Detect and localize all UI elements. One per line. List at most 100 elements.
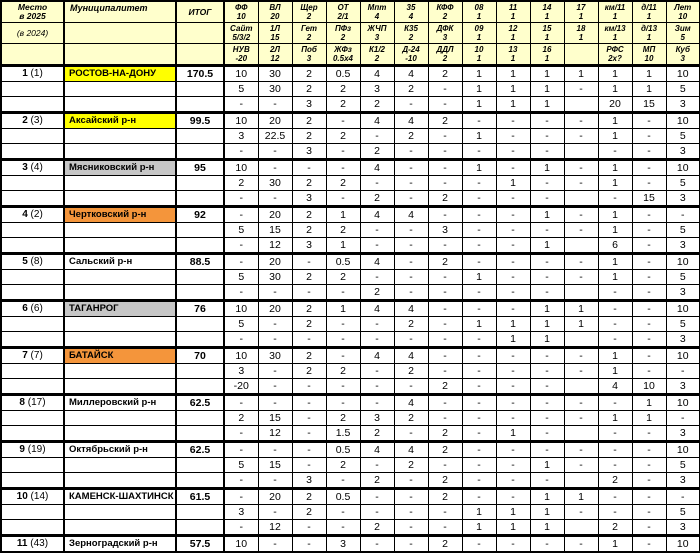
value-cell: 2 [359, 284, 395, 301]
total-cell [175, 143, 225, 160]
total-cell [175, 128, 225, 144]
header-label: 1 [476, 33, 482, 42]
score-column-header: 14 1 [529, 0, 565, 23]
value-cell: - [597, 425, 633, 442]
place-cell [0, 81, 65, 97]
value-cell: - [461, 205, 497, 223]
value-cell: 2 [427, 472, 463, 489]
value-cell: 1 [495, 64, 531, 82]
value-cell: 10 [665, 393, 700, 411]
score-column-header: Зим 5 [665, 22, 700, 44]
header-label: Сайт [230, 24, 253, 33]
value-cell: - [291, 284, 327, 301]
value-cell: 1 [495, 331, 531, 348]
header-label: К35 [404, 24, 418, 33]
value-cell: 4 [359, 64, 395, 82]
header-label: 4 [374, 12, 380, 21]
value-cell: - [631, 457, 667, 473]
value-cell: - [529, 143, 565, 160]
header-label: ВЛ [269, 3, 281, 12]
value-cell: 22.5 [257, 128, 293, 144]
total-cell [175, 363, 225, 379]
value-cell: 2 [359, 190, 395, 207]
municipality-cell [63, 504, 177, 520]
value-cell: - [257, 190, 293, 207]
value-cell: 1 [461, 81, 497, 97]
place-previous: (14) [30, 491, 49, 503]
total-cell [175, 269, 225, 285]
value-cell: 1 [597, 64, 633, 82]
place-cell [0, 363, 65, 379]
value-cell [563, 331, 599, 348]
score-column-header: 17 1 [563, 0, 599, 23]
header-label: 16 [542, 45, 552, 54]
value-cell: 5 [223, 457, 259, 473]
value-cell: 2 [359, 96, 395, 113]
value-cell: 1 [597, 158, 633, 176]
value-cell: 20 [257, 487, 293, 505]
value-cell: 2 [325, 222, 361, 238]
value-cell: - [563, 111, 599, 129]
value-cell: - [529, 534, 565, 553]
value-cell: 1 [529, 316, 565, 332]
value-cell: - [631, 284, 667, 301]
value-cell: 1 [529, 457, 565, 473]
value-cell: 2 [359, 519, 395, 536]
table-row: 8 (17) Миллеровский р-н 62.5- - - - -4- - - - - -1 1… [0, 393, 700, 411]
place-cell [0, 316, 65, 332]
place-cell [0, 190, 65, 207]
value-cell: - [427, 519, 463, 536]
value-cell: - [461, 440, 497, 458]
header-label: 15 [542, 24, 552, 33]
table-row: 2 15-2 3 2- - - - -1 1- [0, 410, 700, 426]
total-cell: 88.5 [175, 252, 225, 270]
score-column-header: МП 10 [631, 43, 667, 67]
place-cell: 4 (2) [0, 205, 65, 223]
value-cell: 5 [665, 222, 700, 238]
total-cell [175, 472, 225, 489]
place-cell [0, 175, 65, 191]
score-column-header: К1/2 2 [359, 43, 395, 67]
place-cell [0, 128, 65, 144]
value-cell: - [665, 363, 700, 379]
value-cell: - [495, 269, 531, 285]
value-cell: - [461, 346, 497, 364]
value-cell: - [529, 284, 565, 301]
place-cell [0, 222, 65, 238]
value-cell: - [495, 252, 531, 270]
total-cell [175, 519, 225, 536]
value-cell: - [461, 472, 497, 489]
total-cell [175, 222, 225, 238]
header-label: 14 [542, 3, 552, 12]
value-cell: - [461, 487, 497, 505]
value-cell: - [359, 175, 395, 191]
total-cell: 61.5 [175, 487, 225, 505]
value-cell: 15 [257, 410, 293, 426]
value-cell: - [563, 269, 599, 285]
value-cell: - [563, 81, 599, 97]
value-cell: - [597, 190, 633, 207]
header-label: 09 [474, 24, 484, 33]
place-previous: (7) [30, 350, 43, 362]
value-cell: 1 [461, 128, 497, 144]
value-cell: 4 [393, 111, 429, 129]
value-cell: 3 [291, 143, 327, 160]
value-cell: - [223, 205, 259, 223]
municipality-cell: БАТАЙСК [63, 346, 177, 364]
value-cell: 1 [529, 299, 565, 317]
value-cell: - [529, 472, 565, 489]
value-cell: 10 [631, 378, 667, 395]
value-cell: 1 [529, 519, 565, 536]
value-cell: 2 [291, 504, 327, 520]
value-cell [563, 190, 599, 207]
value-cell: - [325, 519, 361, 536]
value-cell: 10 [665, 534, 700, 553]
value-cell: 1 [461, 96, 497, 113]
value-cell: - [325, 472, 361, 489]
value-cell: 1 [597, 363, 633, 379]
total-cell: 62.5 [175, 440, 225, 458]
value-cell: 3 [223, 363, 259, 379]
value-cell: 2 [325, 81, 361, 97]
value-cell: - [461, 425, 497, 442]
